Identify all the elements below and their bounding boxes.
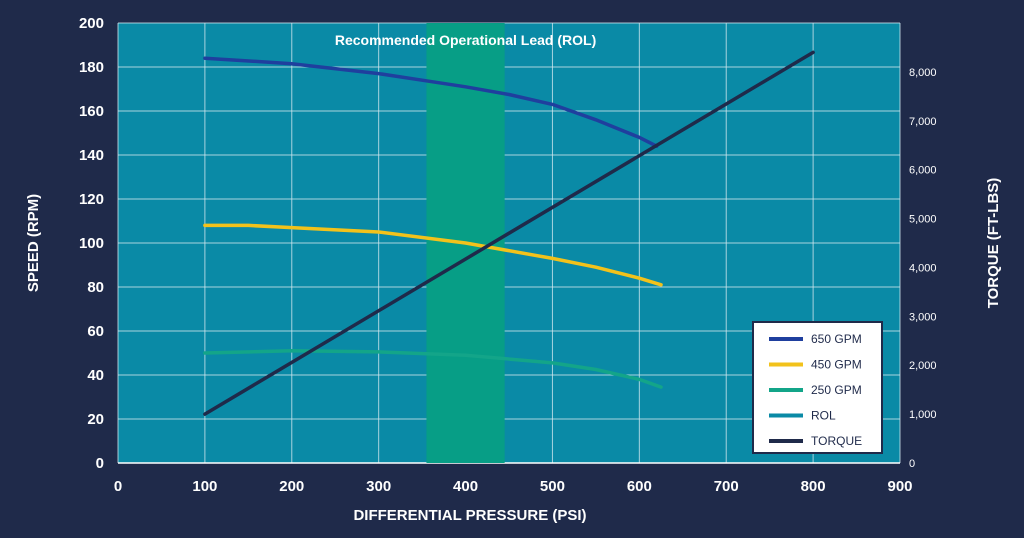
- series-lines: [203, 50, 815, 416]
- y2-tick-label: 3,000: [909, 311, 937, 323]
- series-line-torque: [203, 50, 815, 416]
- y2-tick-label: 6,000: [909, 165, 937, 177]
- legend: 650 GPM 450 GPM 250 GPM ROL TORQUE: [752, 321, 883, 454]
- series-line-450-gpm: [203, 223, 663, 287]
- legend-label: ROL: [811, 409, 836, 423]
- x-tick-label: 800: [801, 478, 826, 495]
- grid: [117, 22, 901, 464]
- y-tick-label: 140: [79, 147, 104, 164]
- x-tick-label: 200: [279, 478, 304, 495]
- legend-label: 450 GPM: [811, 358, 862, 372]
- y-axis-title: SPEED (RPM): [25, 194, 42, 292]
- legend-label: 250 GPM: [811, 383, 862, 397]
- x-axis-ticks: 0 100 200 300 400 500 600 700 800 900: [114, 478, 913, 495]
- x-tick-label: 700: [714, 478, 739, 495]
- x-tick-label: 900: [887, 478, 912, 495]
- y-tick-label: 80: [87, 279, 104, 296]
- y-tick-label: 0: [96, 455, 104, 472]
- legend-label: TORQUE: [811, 434, 862, 448]
- y2-axis-ticks: 0 1,000 2,000 3,000 4,000 5,000 6,000 7,000 8,00…: [909, 67, 937, 470]
- legend-box: [752, 321, 883, 454]
- series-line-650-gpm: [203, 56, 659, 148]
- y2-tick-label: 4,000: [909, 262, 937, 274]
- x-tick-label: 100: [192, 478, 217, 495]
- x-tick-label: 600: [627, 478, 652, 495]
- y2-tick-label: 5,000: [909, 214, 937, 226]
- x-tick-label: 500: [540, 478, 565, 495]
- y-tick-label: 60: [87, 323, 104, 340]
- x-axis-title: DIFFERENTIAL PRESSURE (PSI): [353, 507, 586, 524]
- y-tick-label: 160: [79, 103, 104, 120]
- x-tick-label: 400: [453, 478, 478, 495]
- y2-tick-label: 7,000: [909, 116, 937, 128]
- y-tick-label: 180: [79, 59, 104, 76]
- y-tick-label: 20: [87, 411, 104, 428]
- y2-tick-label: 0: [909, 458, 915, 470]
- y2-axis-title: TORQUE (FT-LBS): [985, 178, 1002, 309]
- x-tick-label: 300: [366, 478, 391, 495]
- y-tick-label: 200: [79, 15, 104, 32]
- y-axis-ticks: 0 20 40 60 80 100 120 140 160 180 200: [79, 15, 104, 472]
- legend-label: 650 GPM: [811, 332, 862, 346]
- series-line-250-gpm: [203, 349, 663, 389]
- y-tick-label: 120: [79, 191, 104, 208]
- y-tick-label: 40: [87, 367, 104, 384]
- y2-tick-label: 1,000: [909, 409, 937, 421]
- y2-tick-label: 8,000: [909, 67, 937, 79]
- y2-tick-label: 2,000: [909, 360, 937, 372]
- x-tick-label: 0: [114, 478, 122, 495]
- rol-band-label: Recommended Operational Lead (ROL): [335, 32, 596, 48]
- y-tick-label: 100: [79, 235, 104, 252]
